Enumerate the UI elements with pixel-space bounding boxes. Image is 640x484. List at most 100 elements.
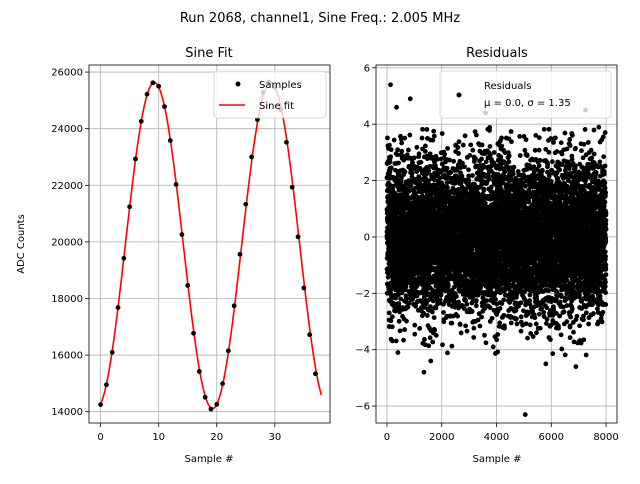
residual-point — [441, 319, 446, 324]
residual-point — [495, 332, 500, 337]
sample-point — [180, 232, 185, 237]
residual-point — [428, 335, 433, 340]
residual-point — [387, 143, 392, 148]
sine-fit-xtick-label: 10 — [152, 432, 165, 443]
sine-fit-ytick-label: 20000 — [51, 237, 83, 248]
residual-point — [468, 153, 473, 158]
residual-point — [473, 156, 478, 161]
residual-point — [420, 136, 425, 141]
residual-point — [463, 323, 468, 328]
residual-point — [484, 298, 489, 303]
residual-point — [425, 313, 430, 318]
sample-point — [243, 202, 248, 207]
sample-point — [98, 402, 103, 407]
residual-point — [423, 143, 428, 148]
sample-point — [150, 80, 155, 85]
sine-fit-data — [98, 80, 321, 412]
residual-point — [499, 144, 504, 149]
residual-point — [389, 165, 394, 170]
residual-point — [501, 313, 506, 318]
sample-point — [197, 369, 202, 374]
residual-point — [442, 152, 447, 157]
residual-point — [404, 319, 409, 324]
residual-point — [491, 344, 496, 349]
sample-point — [191, 331, 196, 336]
residual-point — [417, 151, 422, 156]
sample-point — [238, 252, 243, 257]
sample-point — [226, 348, 231, 353]
sample-point — [296, 234, 301, 239]
residual-point — [420, 127, 425, 132]
residual-point — [440, 342, 445, 347]
residual-point — [390, 314, 395, 319]
sample-point — [168, 138, 173, 143]
residual-point — [490, 316, 495, 321]
figure-suptitle: Run 2068, channel1, Sine Freq.: 2.005 MH… — [180, 11, 460, 26]
residual-point — [515, 321, 520, 326]
sine-fit-xtick-label: 20 — [210, 432, 223, 443]
sample-point — [127, 204, 132, 209]
residual-point — [441, 310, 446, 315]
residual-point — [390, 324, 395, 329]
residual-point — [458, 322, 463, 327]
residual-point — [451, 159, 456, 164]
residual-point — [466, 167, 471, 172]
sine-fit-ytick-label: 14000 — [51, 407, 83, 418]
sample-point — [174, 182, 179, 187]
residual-point — [480, 142, 485, 147]
residual-point — [414, 145, 419, 150]
residual-point — [498, 154, 503, 159]
residual-point — [439, 293, 444, 298]
residual-point — [487, 125, 492, 130]
residual-point — [518, 153, 523, 158]
residual-point — [518, 300, 523, 305]
residual-point — [394, 339, 399, 344]
residual-point — [449, 344, 454, 349]
residual-point — [402, 327, 407, 332]
residual-point — [410, 171, 415, 176]
residual-point — [494, 337, 499, 342]
residual-point — [460, 174, 465, 179]
residual-point — [483, 201, 488, 206]
sample-point — [116, 305, 121, 310]
sample-point — [203, 395, 208, 400]
residual-point — [424, 127, 429, 132]
residual-point — [474, 133, 479, 138]
sample-point — [156, 84, 161, 89]
sample-point — [307, 332, 312, 337]
residual-point — [509, 139, 514, 144]
residuals-title: Residuals — [466, 46, 528, 61]
residual-point — [454, 294, 459, 299]
sample-point — [133, 157, 138, 162]
sample-point — [313, 371, 318, 376]
residual-point — [419, 160, 424, 165]
residual-point — [495, 349, 500, 354]
residual-point — [401, 338, 406, 343]
residual-point — [396, 301, 401, 306]
residual-point — [434, 333, 439, 338]
residual-point — [463, 133, 468, 138]
residual-point — [498, 306, 503, 311]
residual-point — [412, 332, 417, 337]
residual-point — [479, 283, 484, 288]
sine-fit-ytick-label: 26000 — [51, 68, 83, 79]
residual-point — [398, 328, 403, 333]
residual-point — [431, 129, 436, 134]
residual-point — [445, 351, 450, 356]
residual-point — [445, 185, 450, 190]
residual-point — [499, 136, 504, 141]
residual-point — [412, 323, 417, 328]
residual-point — [432, 315, 437, 320]
residual-point — [449, 321, 454, 326]
sine-fit-ytick-label: 16000 — [51, 351, 83, 362]
sine-fit-ytick-label: 18000 — [51, 294, 83, 305]
residual-point — [389, 147, 394, 152]
residual-point — [388, 154, 393, 159]
sample-point — [290, 185, 295, 190]
residual-point — [482, 333, 487, 338]
residual-point — [464, 302, 469, 307]
